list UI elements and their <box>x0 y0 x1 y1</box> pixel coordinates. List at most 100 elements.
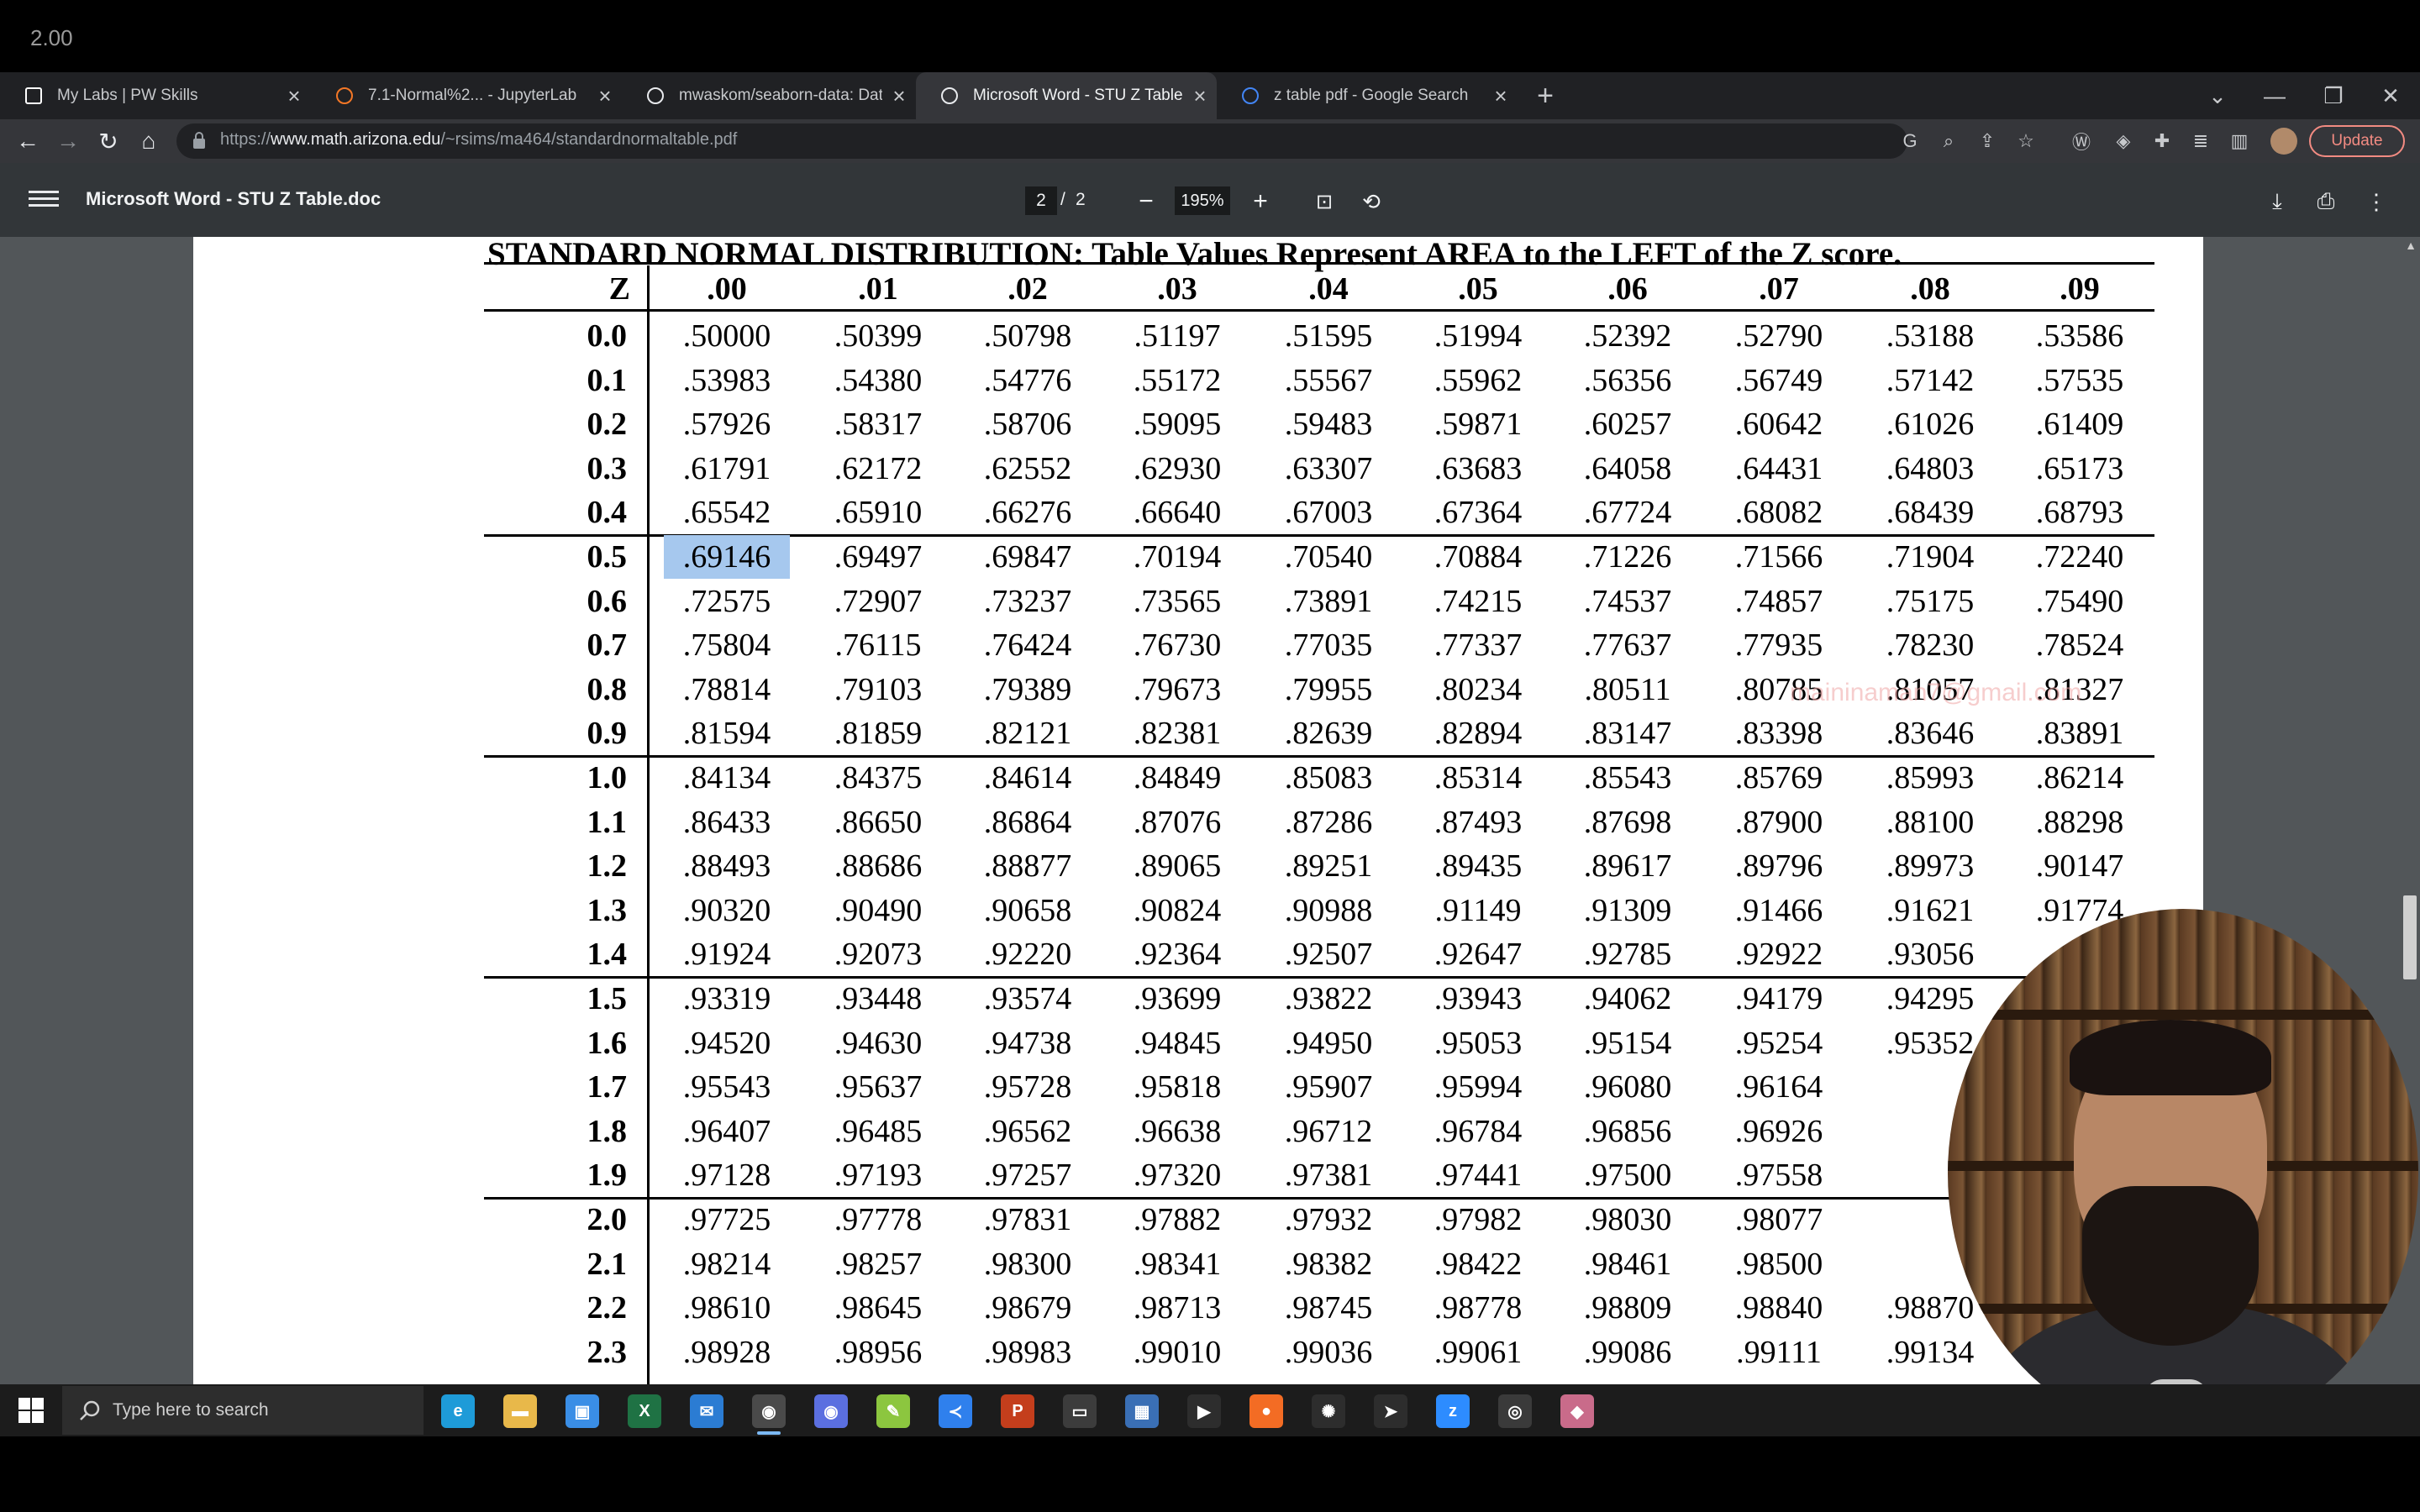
table-cell[interactable]: .77935 <box>1734 627 1823 664</box>
table-cell[interactable]: .87286 <box>1284 804 1373 840</box>
more-options-icon[interactable]: ⋮ <box>2365 188 2387 214</box>
zoom-out-button[interactable]: − <box>1139 187 1154 215</box>
table-cell[interactable]: .96562 <box>983 1113 1072 1149</box>
download-icon[interactable]: ⤓ <box>2272 188 2282 213</box>
table-cell[interactable]: .98928 <box>682 1334 771 1370</box>
table-cell[interactable]: .83147 <box>1583 716 1672 752</box>
table-cell[interactable]: .90988 <box>1284 892 1373 928</box>
table-cell[interactable]: .90658 <box>983 892 1072 928</box>
tab-search-icon[interactable]: ⌄ <box>2208 82 2227 108</box>
table-cell[interactable]: .96485 <box>834 1113 923 1149</box>
table-cell[interactable]: .72907 <box>834 583 923 619</box>
table-cell[interactable]: .91621 <box>1886 892 1975 928</box>
table-cell[interactable]: .69146 <box>664 535 790 579</box>
table-cell[interactable]: .82381 <box>1133 716 1222 752</box>
table-cell[interactable]: .98809 <box>1583 1290 1672 1326</box>
notepad-plus-icon[interactable]: ✎ <box>876 1394 910 1428</box>
table-cell[interactable]: .76424 <box>983 627 1072 664</box>
obs-icon[interactable]: ◎ <box>1498 1394 1532 1428</box>
table-cell[interactable]: .86864 <box>983 804 1072 840</box>
calculator-icon[interactable]: ▦ <box>1125 1394 1159 1428</box>
table-cell[interactable]: .73565 <box>1133 583 1222 619</box>
tab-close-icon[interactable]: × <box>1494 82 1507 108</box>
table-cell[interactable]: .87900 <box>1734 804 1823 840</box>
table-cell[interactable]: .89435 <box>1434 848 1523 885</box>
table-cell[interactable]: .84849 <box>1133 760 1222 795</box>
table-cell[interactable]: .90490 <box>834 892 923 928</box>
table-cell[interactable]: .78230 <box>1886 627 1975 664</box>
table-cell[interactable]: .53188 <box>1886 318 1975 354</box>
table-cell[interactable]: .73891 <box>1284 583 1373 619</box>
table-cell[interactable]: .93574 <box>983 981 1072 1016</box>
table-cell[interactable]: .75490 <box>2035 583 2124 619</box>
minimize-button[interactable]: — <box>2264 82 2286 108</box>
table-cell[interactable]: .96638 <box>1133 1113 1222 1149</box>
table-cell[interactable]: .90824 <box>1133 892 1222 928</box>
table-cell[interactable]: .86214 <box>2035 760 2124 795</box>
table-cell[interactable]: .84375 <box>834 760 923 795</box>
table-cell[interactable]: .98840 <box>1734 1290 1823 1326</box>
table-cell[interactable]: .51197 <box>1134 318 1221 354</box>
table-cell[interactable]: .97128 <box>682 1158 771 1194</box>
table-cell[interactable]: .55567 <box>1284 362 1373 398</box>
table-cell[interactable]: .53983 <box>682 362 771 398</box>
recorder-icon[interactable]: ◆ <box>1560 1394 1594 1428</box>
table-cell[interactable]: .63683 <box>1434 450 1523 486</box>
table-cell[interactable]: .80234 <box>1434 671 1523 707</box>
table-cell[interactable]: .89065 <box>1133 848 1222 885</box>
table-cell[interactable]: .92922 <box>1734 937 1823 973</box>
zoom-icon[interactable]: ⌕ <box>1943 130 1954 151</box>
table-cell[interactable]: .73237 <box>983 583 1072 619</box>
table-cell[interactable]: .97381 <box>1284 1158 1373 1194</box>
table-cell[interactable]: .70884 <box>1434 539 1523 575</box>
table-cell[interactable]: .98500 <box>1734 1246 1823 1282</box>
scroll-up-arrow-icon[interactable]: ▲ <box>2405 239 2417 252</box>
terminal-icon[interactable]: ▭ <box>1063 1394 1097 1428</box>
settings-tool-icon[interactable]: ✺ <box>1312 1394 1345 1428</box>
table-cell[interactable]: .50399 <box>834 318 923 354</box>
rotate-icon[interactable]: ⟲ <box>1362 188 1381 214</box>
table-cell[interactable]: .85543 <box>1583 760 1672 795</box>
table-cell[interactable]: .95818 <box>1133 1069 1222 1105</box>
table-cell[interactable]: .98030 <box>1583 1202 1672 1237</box>
table-cell[interactable]: .76730 <box>1133 627 1222 664</box>
profile-avatar[interactable] <box>2270 128 2297 155</box>
table-cell[interactable]: .98214 <box>682 1246 771 1282</box>
table-cell[interactable]: .98778 <box>1434 1290 1523 1326</box>
table-cell[interactable]: .84134 <box>682 760 771 795</box>
table-cell[interactable]: .62552 <box>983 450 1072 486</box>
table-cell[interactable]: .77337 <box>1434 627 1523 664</box>
table-cell[interactable]: .60642 <box>1734 407 1823 443</box>
scroll-thumb[interactable] <box>2403 895 2417 979</box>
browser-tab[interactable]: Microsoft Word - STU Z Table.do × <box>916 72 1217 119</box>
table-cell[interactable]: .82894 <box>1434 716 1523 752</box>
table-cell[interactable]: .85083 <box>1284 760 1373 795</box>
table-cell[interactable]: .80511 <box>1584 671 1671 707</box>
zoom-in-button[interactable]: + <box>1253 187 1268 215</box>
table-cell[interactable]: .68439 <box>1886 495 1975 531</box>
table-cell[interactable]: .99061 <box>1434 1334 1523 1370</box>
table-cell[interactable]: .97725 <box>682 1202 771 1237</box>
table-cell[interactable]: .95543 <box>682 1069 771 1105</box>
table-cell[interactable]: .90147 <box>2035 848 2124 885</box>
table-cell[interactable]: .92507 <box>1284 937 1373 973</box>
table-cell[interactable]: .89973 <box>1886 848 1975 885</box>
table-cell[interactable]: .57142 <box>1886 362 1975 398</box>
table-cell[interactable]: .97320 <box>1133 1158 1222 1194</box>
table-cell[interactable]: .57926 <box>682 407 771 443</box>
store-icon[interactable]: ▣ <box>566 1394 599 1428</box>
table-cell[interactable]: .99010 <box>1133 1334 1222 1370</box>
table-cell[interactable]: .69847 <box>983 539 1072 575</box>
table-cell[interactable]: .98645 <box>834 1290 923 1326</box>
tab-close-icon[interactable]: × <box>287 82 301 108</box>
table-cell[interactable]: .97831 <box>983 1202 1072 1237</box>
table-cell[interactable]: .82121 <box>983 716 1072 752</box>
table-cell[interactable]: .93448 <box>834 981 923 1016</box>
table-cell[interactable]: .57535 <box>2035 362 2124 398</box>
table-cell[interactable]: .71566 <box>1734 539 1823 575</box>
table-cell[interactable]: .54380 <box>834 362 923 398</box>
table-cell[interactable]: .66640 <box>1133 495 1222 531</box>
table-cell[interactable]: .75175 <box>1886 583 1975 619</box>
table-cell[interactable]: .94630 <box>834 1025 923 1061</box>
table-cell[interactable]: .79389 <box>983 671 1072 707</box>
